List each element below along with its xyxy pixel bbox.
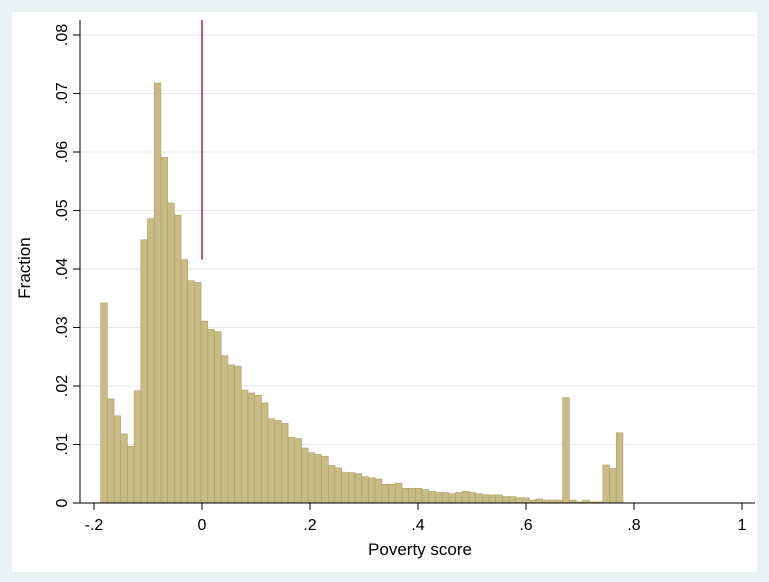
histogram-bar	[455, 492, 463, 504]
histogram-bar	[287, 437, 296, 504]
histogram-bar	[227, 364, 235, 504]
histogram-bar	[609, 468, 617, 504]
x-axis-title: Poverty score	[368, 540, 472, 559]
histogram-bar	[381, 483, 389, 504]
histogram-bar	[488, 494, 497, 504]
histogram-bar	[314, 454, 322, 504]
histogram-bar	[234, 365, 242, 504]
x-tick-labels: -.2 0 .2 .4 .6 .8 1	[85, 517, 747, 534]
histogram-bar	[515, 497, 523, 504]
histogram-bar	[328, 465, 336, 504]
histogram-bar	[435, 492, 443, 504]
x-tick-label: 1	[738, 517, 747, 534]
histogram-bar	[421, 489, 430, 504]
y-tick-label: .03	[54, 316, 71, 338]
histogram-bar	[187, 280, 195, 504]
histogram-bar	[535, 498, 543, 504]
histogram-bar	[334, 467, 342, 504]
histogram-bar	[468, 492, 476, 504]
histogram-bar	[321, 455, 329, 504]
histogram-bar	[281, 423, 289, 504]
histogram-bar	[173, 214, 182, 504]
histogram-bar	[307, 452, 316, 504]
x-tick-label: 0	[198, 517, 207, 534]
histogram-bar	[240, 389, 249, 504]
histogram-bar	[401, 488, 409, 504]
histogram-bar	[254, 395, 262, 504]
histogram-bar	[194, 282, 202, 504]
histogram-bar	[207, 328, 215, 504]
histogram-bar	[301, 447, 309, 504]
y-tick-label: .05	[54, 199, 71, 221]
axes	[73, 20, 755, 510]
histogram-bar	[348, 472, 356, 504]
histogram-bar	[147, 218, 155, 504]
histogram-bar	[508, 496, 517, 504]
histogram-bar	[261, 402, 269, 504]
histogram-bar	[267, 418, 276, 504]
histogram-bar	[428, 490, 436, 504]
histogram-bar	[200, 320, 209, 504]
histogram-bar	[368, 477, 376, 504]
x-tick-label: .8	[627, 517, 640, 534]
histogram-bar	[495, 494, 503, 504]
histogram-bar	[475, 493, 483, 504]
x-tick-label: .2	[303, 517, 316, 534]
histogram-bar	[522, 497, 530, 504]
histogram-bar	[408, 488, 416, 504]
histogram-bar	[415, 488, 423, 504]
histogram-bar	[247, 392, 255, 504]
histogram-bar	[160, 156, 168, 504]
y-tick-label: .01	[54, 433, 71, 455]
x-tick-label: -.2	[85, 517, 104, 534]
histogram-bar	[294, 438, 302, 504]
histogram-bar	[153, 82, 162, 504]
histogram-bar	[133, 390, 142, 504]
histogram-bar	[167, 202, 175, 504]
histogram-bar	[562, 397, 570, 504]
histogram-bar	[140, 239, 148, 504]
histogram-bar	[361, 476, 369, 504]
histogram-bar	[502, 496, 510, 504]
histogram-bar	[100, 302, 108, 504]
histogram-bar	[602, 464, 610, 504]
histogram-bar	[448, 493, 456, 504]
histogram-bar	[374, 478, 383, 504]
histogram-bar	[214, 331, 222, 504]
histogram-bar	[127, 445, 135, 504]
histogram-bar	[107, 398, 115, 504]
y-tick-label: .06	[54, 141, 71, 163]
x-tick-label: .4	[411, 517, 424, 534]
histogram-bar	[341, 472, 349, 504]
histogram-bar	[120, 433, 128, 504]
histogram-bar	[274, 420, 282, 504]
y-tick-label: .02	[54, 375, 71, 397]
histogram-bar	[482, 494, 490, 504]
y-axis-title: Fraction	[15, 237, 34, 298]
histogram-bar	[220, 355, 229, 504]
y-tick-label: 0	[54, 498, 71, 507]
y-tick-label: .04	[54, 258, 71, 280]
x-tick-label: .6	[519, 517, 532, 534]
y-tick-label: .08	[54, 24, 71, 46]
histogram-bar	[388, 483, 396, 504]
histogram-bar	[354, 473, 363, 504]
histogram-bar	[441, 492, 450, 504]
histogram-bar	[461, 490, 470, 504]
histogram-bar	[394, 482, 403, 504]
y-tick-labels: 0 .01 .02 .03 .04 .05 .06 .07 .08	[54, 24, 71, 508]
histogram-bar	[113, 415, 122, 504]
histogram-bar	[615, 432, 624, 504]
histogram-bar	[180, 259, 188, 504]
y-tick-label: .07	[54, 82, 71, 104]
